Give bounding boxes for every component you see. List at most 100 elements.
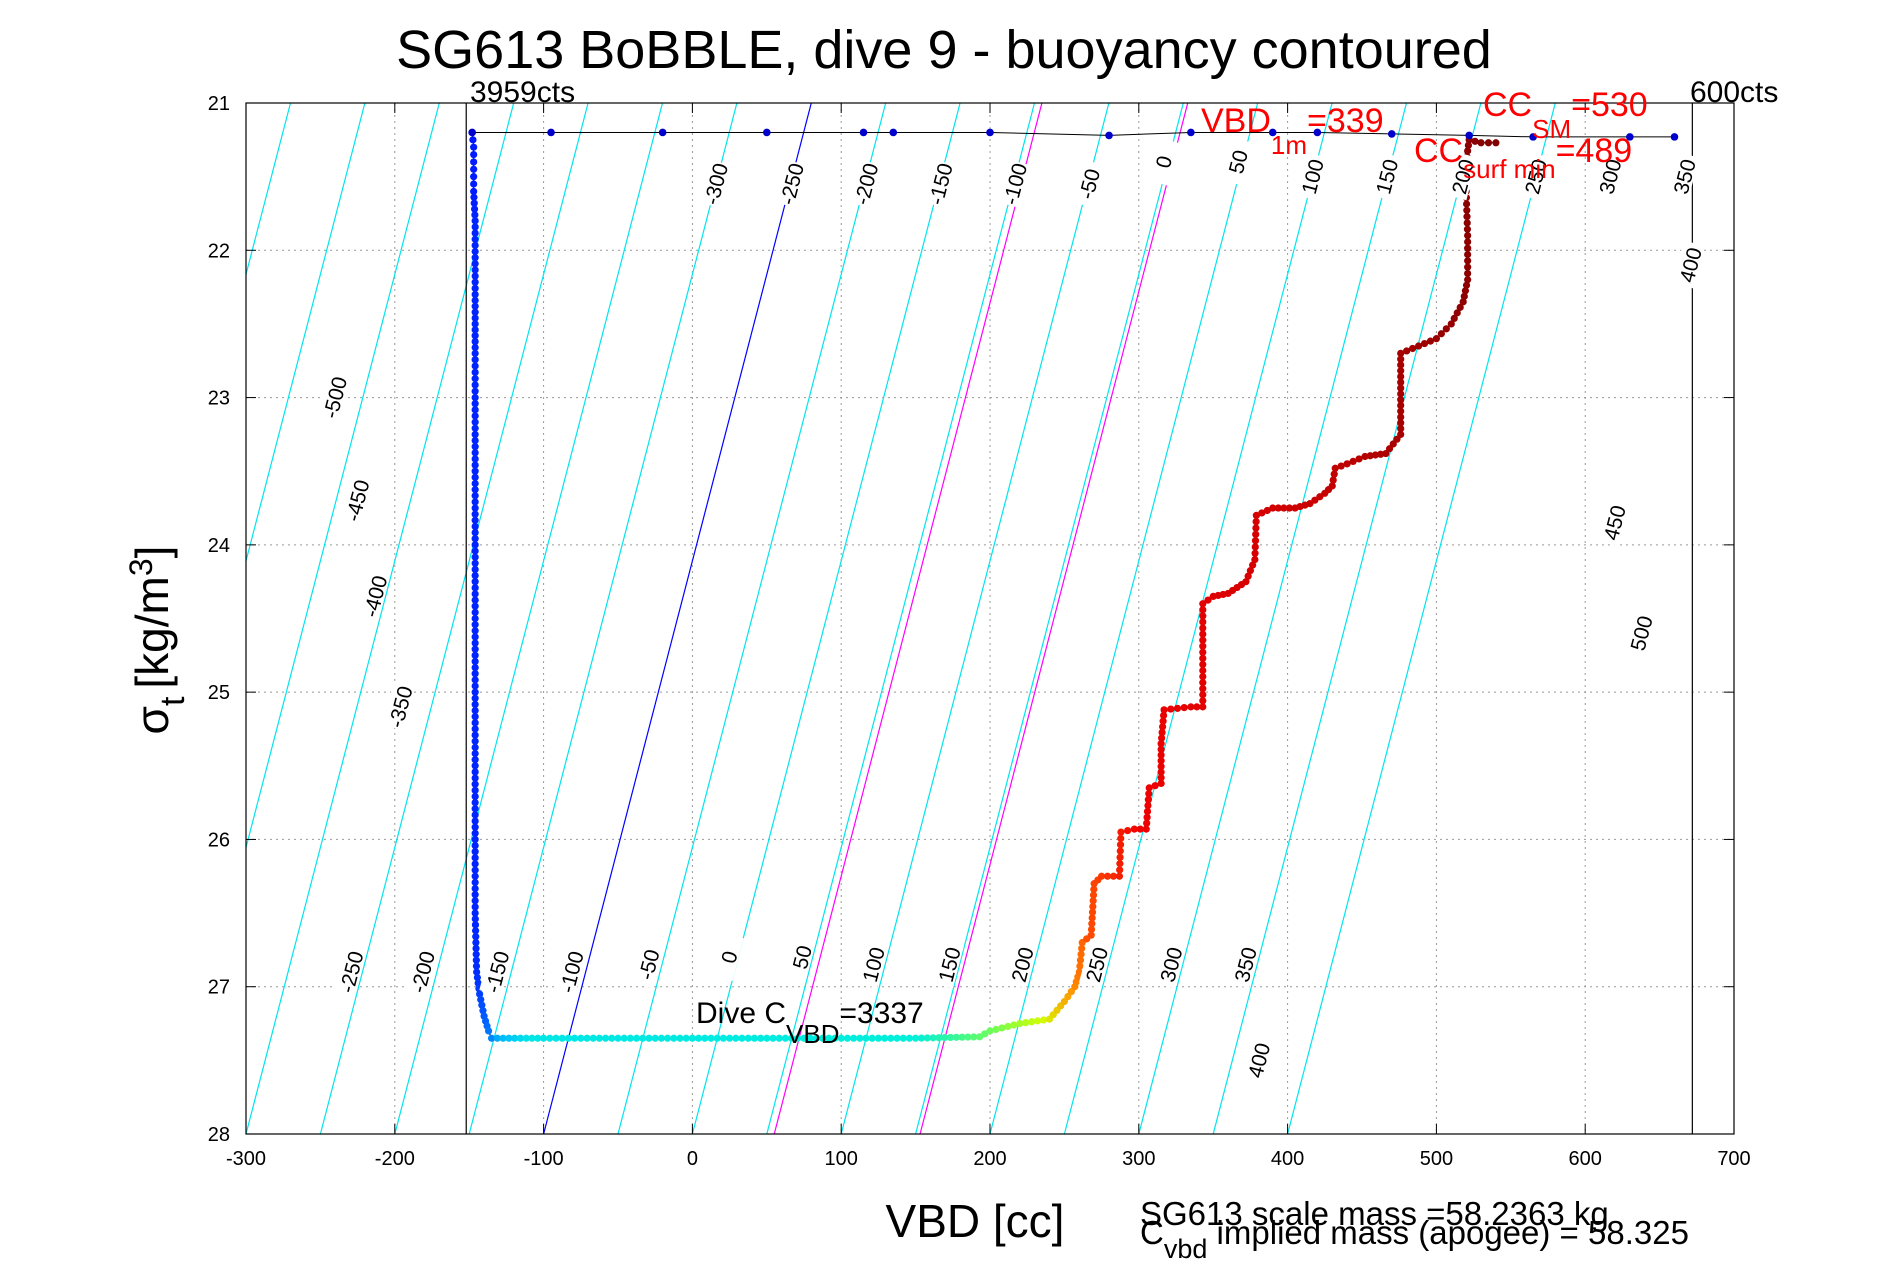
dive-point [471,284,479,292]
dive-point [1252,518,1260,526]
dive-point [471,731,479,739]
dive-point [471,455,479,463]
dive-point [1088,914,1096,922]
contour-label-bg [1517,152,1551,201]
dive-point [471,657,479,666]
dive-point [471,393,479,402]
dive-point [1160,711,1168,720]
dive-point [471,443,479,451]
dive-point [837,1034,845,1042]
dive-point [1124,826,1132,835]
dive-point [471,578,479,586]
dive-point [471,260,479,268]
dive-point [757,1034,765,1042]
dive-point [1397,384,1405,392]
climb-point [763,128,771,137]
dive-point [1420,339,1429,348]
dive-point [800,1034,808,1042]
contour-label: 150 [1372,157,1403,197]
dive-point [1199,648,1207,656]
dive-point [946,1033,955,1042]
dive-point [471,811,479,819]
dive-point [812,1034,821,1042]
dive-point [1251,537,1260,545]
dive-point [719,1034,728,1042]
dive-point [471,211,479,219]
dive-point [477,996,485,1004]
dive-point [1199,685,1207,693]
dive-point [589,1034,597,1042]
y-tick-label: 26 [208,829,230,851]
dive-point [1159,717,1167,725]
dive-point [471,829,479,837]
dive-point [905,1034,914,1042]
contour-line--400 [0,103,216,1134]
dive-point [1004,1022,1012,1031]
dive-point [1408,344,1417,353]
dive-point [964,1033,972,1041]
dive-point [471,584,479,592]
dive-point [471,725,479,733]
contour-label-bg [479,947,512,996]
dive-point [794,1034,802,1042]
grid [245,102,1735,1135]
dive-point [1199,600,1207,608]
dive-point [1078,944,1086,953]
dive-point [1034,1017,1042,1025]
climb-point [658,128,667,137]
dive-point [471,897,479,905]
dive-point [856,1034,864,1042]
dive-point [471,700,479,709]
dive-point [1459,298,1467,306]
dive-point [1173,704,1182,712]
y-tick-label: 23 [208,388,230,410]
dive-point [825,1034,833,1042]
dive-point [471,349,479,357]
dive-point [1199,679,1207,687]
dive-point [1246,567,1254,575]
dive-point [471,927,480,935]
dive-point [713,1034,721,1042]
contour-label-bg [922,159,956,208]
dive-point [1199,624,1207,632]
dive-point [552,1034,560,1042]
dive-point [471,737,479,745]
dive-point [670,1034,678,1042]
climb-point [1529,133,1537,141]
dive-point [1157,745,1165,753]
contour-label: 100 [859,945,890,985]
dive-point [470,165,478,173]
dive-point [1249,561,1257,569]
dive-point [471,387,479,395]
dive-point [1464,238,1472,246]
dive-point [1157,779,1165,788]
climb-point [1105,131,1113,140]
contour-line-200 [840,103,1110,1134]
dive-point [471,596,479,604]
dive-point [1414,342,1423,350]
x-tick-label: 600 [1569,1148,1602,1170]
dive-point [471,627,479,635]
dive-point [546,1034,554,1042]
dive-point [540,1034,548,1042]
dive-point [831,1034,839,1042]
tick-labels: -300 -200 -100 0 100 200 300 400 500 600 700212223… [208,93,1751,1170]
dive-point [1397,407,1405,415]
climb-point [1465,131,1473,140]
dive-point [571,1034,579,1042]
dive-point [471,362,479,370]
dive-point [528,1034,536,1042]
dive-point [471,706,479,715]
dive-point [1252,511,1260,519]
dive-point [1397,396,1405,404]
dive-point [470,193,478,201]
dive-point [505,1034,513,1042]
contour-line-450 [1212,103,1482,1134]
dive-point [1130,825,1138,833]
dive-point [471,217,479,225]
dive-point [819,1034,827,1042]
dive-profile [468,128,1679,1042]
y-tick-label: 21 [208,93,230,115]
contour-label: -200 [851,161,884,207]
